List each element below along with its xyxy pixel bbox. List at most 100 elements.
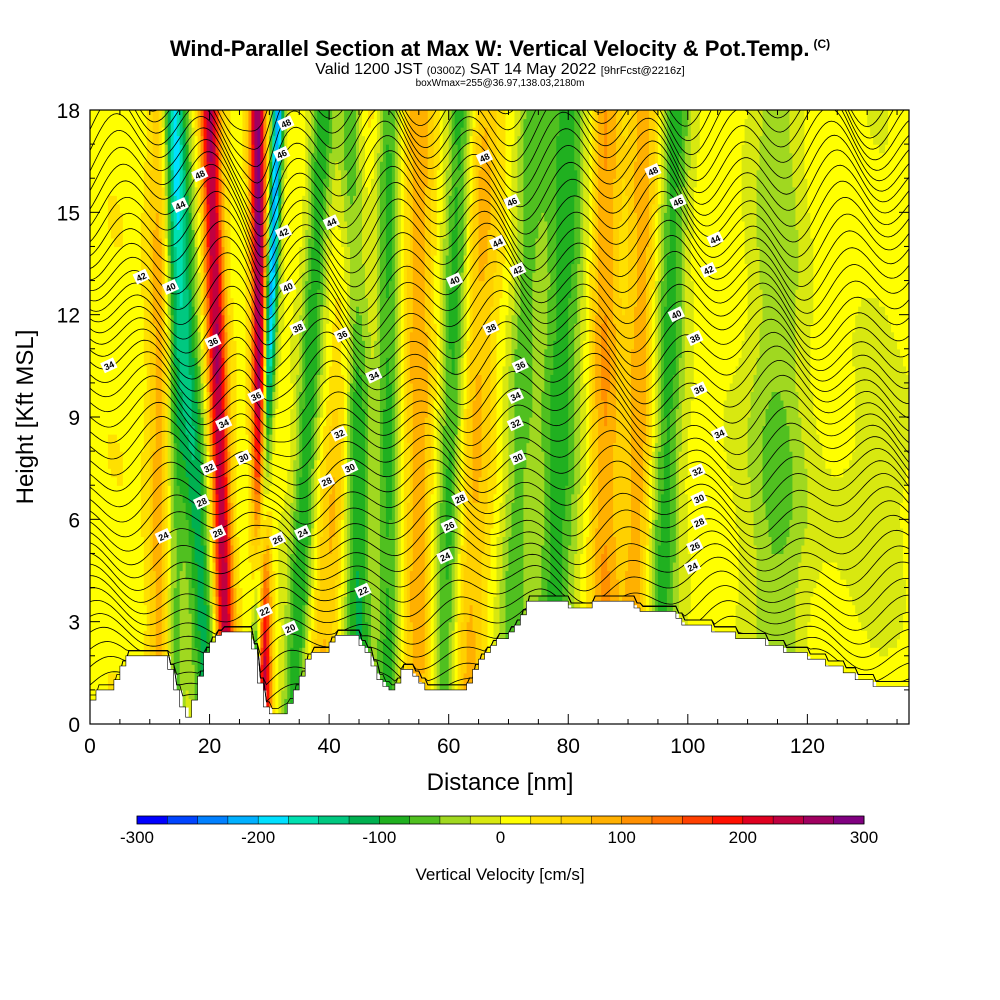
isentrope-line [90, 247, 909, 314]
velocity-cell [726, 110, 731, 393]
velocity-cell [128, 110, 133, 657]
velocity-cell [164, 331, 169, 657]
velocity-cell [161, 127, 166, 188]
velocity-cell [206, 161, 211, 205]
velocity-cell [741, 144, 746, 222]
velocity-cell [293, 459, 297, 512]
isentrope-label-text: 32 [202, 462, 215, 475]
velocity-cell [254, 519, 258, 537]
velocity-cell [257, 527, 261, 546]
velocity-cell [266, 544, 270, 572]
velocity-cell [320, 647, 324, 657]
velocity-cell [645, 544, 650, 614]
velocity-cell [376, 110, 381, 154]
velocity-cell [544, 348, 548, 606]
isentrope-line [90, 374, 909, 433]
isentrope-label-bg [683, 558, 702, 575]
velocity-cell [290, 331, 294, 384]
velocity-cell [158, 237, 163, 657]
velocity-cell [595, 110, 599, 316]
velocity-cell [221, 246, 226, 290]
velocity-cell [601, 110, 605, 324]
velocity-cell [347, 579, 351, 640]
velocity-cell [819, 570, 823, 665]
velocity-cell [125, 110, 130, 674]
isentrope-label-bg [200, 459, 218, 476]
velocity-cell [810, 596, 814, 665]
colorbar-swatch [561, 816, 592, 824]
velocity-cell [448, 544, 453, 623]
velocity-cell [329, 553, 333, 657]
colorbar-swatch [439, 816, 471, 824]
velocity-cell [424, 331, 429, 418]
velocity-cell [657, 280, 662, 452]
isentrope-label: 32 [688, 463, 706, 480]
velocity-cell [263, 630, 267, 657]
isentrope-label: 26 [268, 531, 287, 548]
velocity-cell [191, 178, 196, 230]
isentrope-label: 34 [365, 367, 383, 384]
velocity-cell [762, 425, 767, 503]
velocity-cell [311, 152, 315, 248]
velocity-cell [409, 110, 414, 154]
velocity-cell [846, 468, 850, 589]
velocity-cell [613, 442, 617, 537]
velocity-cell [299, 476, 303, 648]
velocity-cell [215, 493, 220, 537]
velocity-cell [110, 672, 115, 691]
velocity-cell [906, 468, 909, 691]
velocity-cell [188, 502, 193, 546]
velocity-cell [314, 110, 318, 162]
velocity-cell [272, 272, 276, 299]
isentrope-label-text: 20 [284, 622, 297, 635]
velocity-cell [272, 391, 276, 418]
isentrope-label-bg [509, 449, 527, 466]
velocity-cell [897, 348, 901, 640]
velocity-cell [466, 340, 471, 410]
velocity-cell [439, 502, 444, 691]
velocity-cell [221, 314, 226, 358]
velocity-cell [891, 647, 895, 691]
velocity-cell [774, 391, 779, 555]
velocity-cell [206, 485, 211, 529]
colorbar-swatch [470, 816, 501, 824]
isentrope-line [90, 472, 909, 526]
isentrope-line [90, 595, 909, 645]
isentrope-line [90, 261, 909, 327]
velocity-cell [167, 314, 172, 486]
isentrope-label-bg [132, 268, 150, 285]
isentrope-line [90, 331, 909, 393]
velocity-cell [203, 408, 208, 444]
isentrope-label-text: 30 [237, 451, 250, 464]
velocity-cell [861, 110, 865, 299]
velocity-cell [140, 536, 145, 657]
velocity-cell [218, 553, 223, 597]
velocity-cell [362, 135, 366, 265]
velocity-cell [263, 493, 267, 520]
isentrope-label: 22 [354, 582, 372, 599]
velocity-cell [583, 110, 587, 341]
isentrope-line [90, 514, 909, 566]
velocity-cell [780, 110, 785, 401]
velocity-cell [218, 229, 223, 273]
velocity-cell [735, 365, 740, 529]
velocity-cell [460, 272, 465, 358]
velocity-cell [275, 408, 279, 717]
isentrope-label-bg [279, 279, 297, 295]
isentrope-label: 42 [699, 261, 718, 278]
velocity-cell [666, 110, 671, 256]
velocity-cell [403, 110, 408, 674]
velocity-cell [272, 451, 276, 572]
velocity-cell [622, 110, 626, 137]
velocity-cell [882, 306, 886, 657]
velocity-cell [768, 110, 773, 401]
velocity-cell [472, 502, 477, 631]
velocity-cell [308, 135, 312, 239]
velocity-cell [607, 110, 611, 350]
velocity-cell [200, 254, 205, 316]
velocity-cell [846, 587, 850, 674]
velocity-cell [804, 178, 808, 469]
velocity-cell [152, 110, 157, 230]
velocity-cell [359, 169, 363, 316]
velocity-cell [329, 110, 333, 154]
